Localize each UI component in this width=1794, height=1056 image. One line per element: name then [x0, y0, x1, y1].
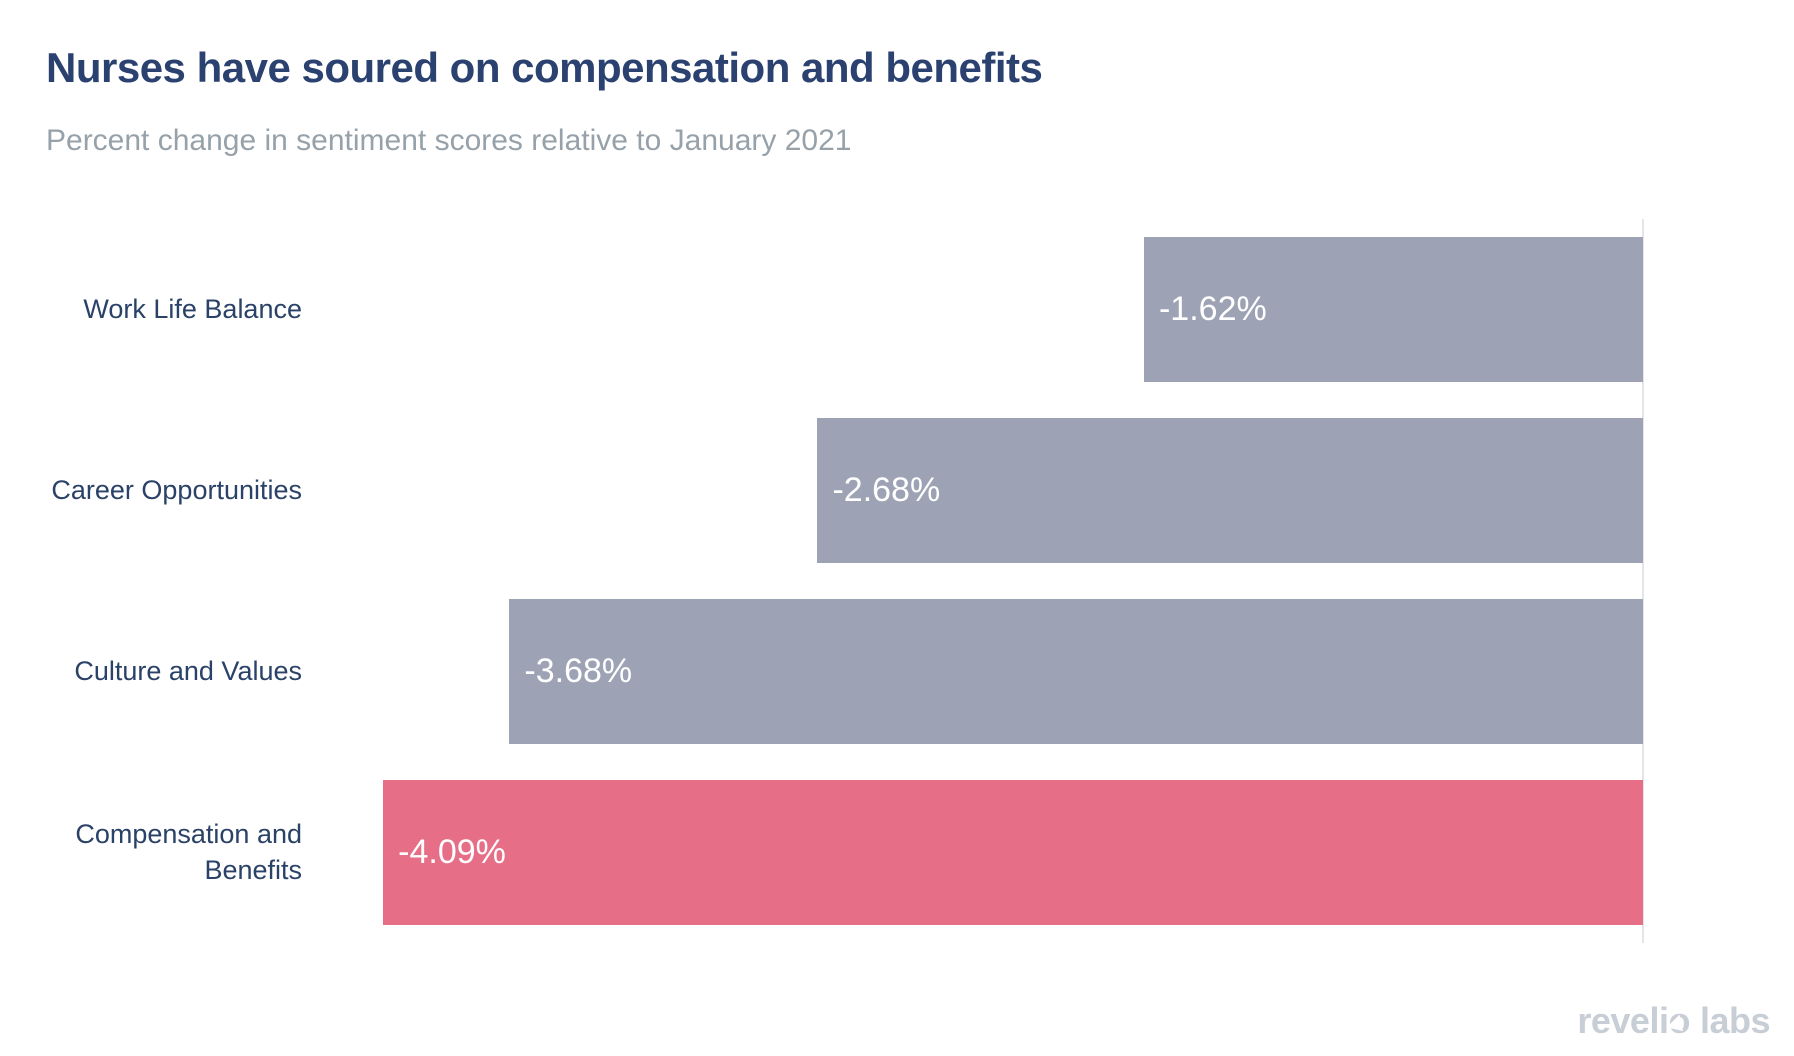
logo-word-revelio: revelio — [1577, 1000, 1690, 1041]
revelio-labs-logo: revelio labs — [1577, 1000, 1770, 1042]
category-label-career-opportunities: Career Opportunities — [51, 474, 302, 505]
category-label-culture-and-values: Culture and Values — [74, 655, 302, 686]
bar-value-label: -1.62% — [1158, 290, 1267, 328]
chart-subtitle: Percent change in sentiment scores relat… — [46, 124, 852, 157]
bar-culture-and-values: -3.68% — [509, 599, 1643, 744]
bar-row-culture-and-values: -3.68% — [340, 599, 1643, 744]
bar-row-compensation-and-benefits: -4.09% — [340, 780, 1643, 925]
category-label-compensation-and-benefits: Compensation and Benefits — [75, 819, 302, 885]
bar-plot-area: -1.62% -2.68% -3.68% -4.09% — [340, 237, 1643, 925]
bar-compensation-and-benefits: -4.09% — [383, 780, 1643, 925]
bar-career-opportunities: -2.68% — [817, 418, 1643, 563]
category-label-work-life-balance: Work Life Balance — [83, 293, 302, 324]
chart-title: Nurses have soured on compensation and b… — [46, 44, 1043, 91]
bar-value-label: -3.68% — [524, 652, 633, 690]
logo-word-labs: labs — [1699, 1000, 1771, 1041]
bar-value-label: -4.09% — [398, 833, 506, 871]
bar-row-career-opportunities: -2.68% — [340, 418, 1643, 563]
bar-value-label: -2.68% — [832, 471, 941, 509]
zero-baseline-axis-line — [1642, 219, 1644, 943]
category-label-column: Work Life Balance Career Opportunities Cul… — [0, 237, 302, 925]
bar-row-work-life-balance: -1.62% — [340, 237, 1643, 382]
bar-work-life-balance: -1.62% — [1143, 237, 1643, 382]
